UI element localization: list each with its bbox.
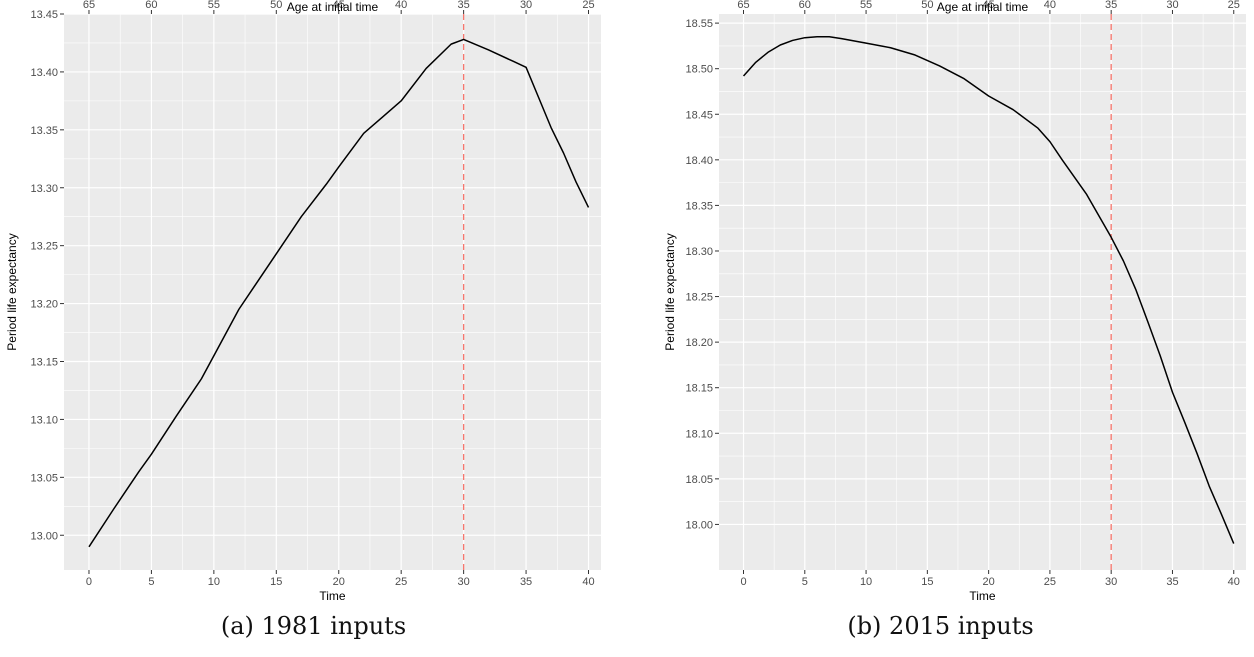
y-tick-label: 13.10 (30, 414, 58, 426)
top-x-axis-title: Age at initial time (287, 0, 379, 14)
chart-panel-b: 0 5 10 15 20 25 30 35 40 65 60 55 50 45 40 35 30 25 18.00 1… (663, 0, 1246, 600)
chart-panel-a: 0 5 10 15 20 25 30 35 40 65 60 55 50 45 40 35 30 25 13.00 1… (5, 0, 601, 600)
x-tick-label: 15 (921, 576, 933, 588)
x-tick-label: 35 (520, 576, 532, 588)
y-tick-label: 18.30 (685, 246, 713, 258)
x-tick-label: 25 (395, 576, 407, 588)
x-tick-label: 5 (148, 576, 154, 588)
y-axis-title: Period life expectancy (663, 233, 677, 350)
y-tick-label: 18.15 (685, 383, 713, 395)
x-tick-label: 20 (983, 576, 995, 588)
x-tick-label: 25 (1044, 576, 1056, 588)
y-tick-label: 13.00 (30, 530, 58, 542)
top-x-tick-label: 60 (145, 0, 157, 11)
top-x-tick-label: 60 (799, 0, 811, 11)
top-x-tick-label: 65 (83, 0, 95, 11)
y-tick-label: 18.55 (685, 18, 713, 30)
top-x-tick-label: 45 (333, 0, 345, 11)
y-tick-label: 13.45 (30, 9, 58, 21)
y-tick-label: 18.45 (685, 109, 713, 121)
y-tick-label: 18.35 (685, 200, 713, 212)
x-tick-label: 15 (270, 576, 282, 588)
y-tick-label: 13.40 (30, 67, 58, 79)
plot-background (64, 14, 601, 570)
x-tick-label: 20 (333, 576, 345, 588)
y-tick-label: 18.20 (685, 337, 713, 349)
top-x-tick-label: 35 (1105, 0, 1117, 11)
top-x-tick-label: 45 (983, 0, 995, 11)
y-tick-label: 18.50 (685, 64, 713, 76)
y-tick-label: 13.30 (30, 183, 58, 195)
x-tick-label: 40 (582, 576, 594, 588)
top-x-tick-label: 25 (582, 0, 594, 11)
top-x-tick-label: 25 (1228, 0, 1240, 11)
y-tick-label: 13.35 (30, 125, 58, 137)
x-tick-label: 10 (860, 576, 872, 588)
y-axis-title: Period life expectancy (5, 233, 19, 350)
y-tick-label: 18.00 (685, 519, 713, 531)
x-tick-label: 10 (208, 576, 220, 588)
top-x-tick-label: 30 (1166, 0, 1178, 11)
top-x-tick-label: 55 (860, 0, 872, 11)
top-x-tick-label: 30 (520, 0, 532, 11)
series-line (88, 38, 590, 548)
x-axis-title: Time (969, 589, 996, 600)
y-tick-label: 13.15 (30, 357, 58, 369)
top-x-tick-label: 35 (458, 0, 470, 11)
x-tick-label: 5 (802, 576, 808, 588)
x-axis-title: Time (319, 589, 346, 600)
y-tick-label: 13.05 (30, 472, 58, 484)
x-tick-label: 35 (1166, 576, 1178, 588)
caption-a: (a) 1981 inputs (220, 612, 407, 640)
top-x-tick-label: 50 (270, 0, 282, 11)
x-tick-label: 40 (1228, 576, 1240, 588)
plot-background (719, 14, 1246, 570)
y-tick-label: 18.25 (685, 292, 713, 304)
series-line (742, 36, 1235, 544)
caption-b: (b) 2015 inputs (847, 612, 1034, 640)
top-x-tick-label: 55 (208, 0, 220, 11)
top-x-tick-label: 65 (737, 0, 749, 11)
y-tick-label: 13.20 (30, 299, 58, 311)
y-tick-label: 18.40 (685, 155, 713, 167)
x-tick-label: 0 (86, 576, 92, 588)
top-x-axis-title: Age at initial time (937, 0, 1029, 14)
x-tick-label: 30 (1105, 576, 1117, 588)
top-x-tick-label: 50 (921, 0, 933, 11)
x-tick-label: 0 (740, 576, 746, 588)
x-tick-label: 30 (458, 576, 470, 588)
top-x-tick-label: 40 (395, 0, 407, 11)
y-tick-label: 13.25 (30, 241, 58, 253)
y-tick-label: 18.10 (685, 428, 713, 440)
y-tick-label: 18.05 (685, 474, 713, 486)
top-x-tick-label: 40 (1044, 0, 1056, 11)
